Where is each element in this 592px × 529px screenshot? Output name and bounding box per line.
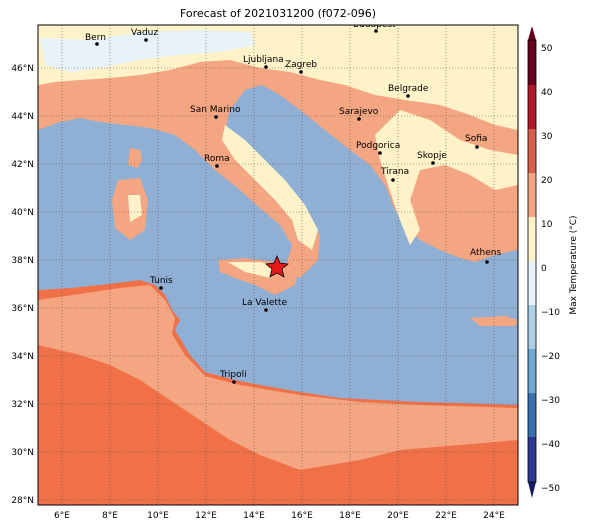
svg-text:44°N: 44°N <box>11 112 34 122</box>
svg-text:20: 20 <box>541 176 553 186</box>
city-label: Vaduz <box>131 28 158 38</box>
svg-text:10°E: 10°E <box>147 511 169 521</box>
city-label: Athens <box>470 248 501 258</box>
city-label: La Valette <box>242 298 287 308</box>
svg-text:50: 50 <box>541 44 553 54</box>
plot-frame <box>37 24 519 506</box>
city-label: Belgrade <box>388 84 429 94</box>
svg-text:20°E: 20°E <box>387 511 409 521</box>
svg-text:42°N: 42°N <box>11 160 34 170</box>
graticule <box>38 25 518 505</box>
map-plot-area: Bern Vaduz Budapest Ljubljana Zagreb Bel… <box>38 20 518 505</box>
corsica-island <box>128 148 142 168</box>
colorbar-min-arrow <box>528 482 536 498</box>
svg-text:30: 30 <box>541 132 553 142</box>
city-markers <box>95 29 489 384</box>
svg-text:36°N: 36°N <box>11 304 34 314</box>
svg-text:40: 40 <box>541 88 553 98</box>
svg-text:6°E: 6°E <box>54 511 70 521</box>
city-label: Ljubljana <box>243 55 284 65</box>
city-label: Podgorica <box>356 141 400 151</box>
svg-text:14°E: 14°E <box>243 511 265 521</box>
svg-text:0: 0 <box>541 264 547 274</box>
svg-text:−20: −20 <box>541 352 560 362</box>
colorbar <box>527 26 537 498</box>
svg-text:22°E: 22°E <box>435 511 457 521</box>
svg-text:38°N: 38°N <box>11 256 34 266</box>
colorbar-label: Max Temperature (°C) <box>569 215 579 314</box>
latitude-ticks: 46°N 44°N 42°N 40°N 38°N 36°N 34°N 32°N … <box>11 64 34 506</box>
city-label: San Marino <box>190 105 241 115</box>
city-label: Tripoli <box>219 370 247 380</box>
alps-snow-region <box>40 30 255 72</box>
city-label: Sofia <box>465 134 487 144</box>
svg-text:32°N: 32°N <box>11 400 34 410</box>
sardinia-cool <box>128 195 142 222</box>
svg-text:−10: −10 <box>541 308 560 318</box>
svg-text:46°N: 46°N <box>11 64 34 74</box>
city-label: Sarajevo <box>339 107 379 117</box>
svg-text:24°E: 24°E <box>483 511 505 521</box>
svg-text:−30: −30 <box>541 396 560 406</box>
city-label: Bern <box>85 33 106 43</box>
crete-island <box>470 316 518 326</box>
svg-text:28°N: 28°N <box>11 496 34 506</box>
longitude-ticks: 6°E 8°E 10°E 12°E 14°E 16°E 18°E 20°E 22… <box>54 511 505 521</box>
svg-text:−50: −50 <box>541 484 560 494</box>
svg-text:16°E: 16°E <box>291 511 313 521</box>
event-location-star-icon <box>265 254 289 278</box>
svg-text:12°E: 12°E <box>195 511 217 521</box>
svg-text:34°N: 34°N <box>11 352 34 362</box>
city-label: Skopje <box>417 151 447 161</box>
svg-text:40°N: 40°N <box>11 208 34 218</box>
map-title: Forecast of 2021031200 (f072-096) <box>179 7 377 20</box>
svg-text:18°E: 18°E <box>339 511 361 521</box>
city-label: Zagreb <box>285 60 317 70</box>
colorbar-max-arrow <box>528 26 536 40</box>
apennines-cool-region <box>222 125 318 250</box>
svg-text:8°E: 8°E <box>102 511 118 521</box>
city-label: Roma <box>204 154 230 164</box>
city-label: Budapest <box>353 20 396 30</box>
city-label: Tunis <box>149 276 173 286</box>
svg-text:30°N: 30°N <box>11 448 34 458</box>
balkans-cool-region <box>375 110 518 245</box>
city-label: Tirana <box>380 167 409 177</box>
svg-text:10: 10 <box>541 220 553 230</box>
svg-text:−40: −40 <box>541 440 560 450</box>
colorbar-ticks: 50 40 30 20 10 0 −10 −20 −30 −40 −50 <box>541 44 560 494</box>
